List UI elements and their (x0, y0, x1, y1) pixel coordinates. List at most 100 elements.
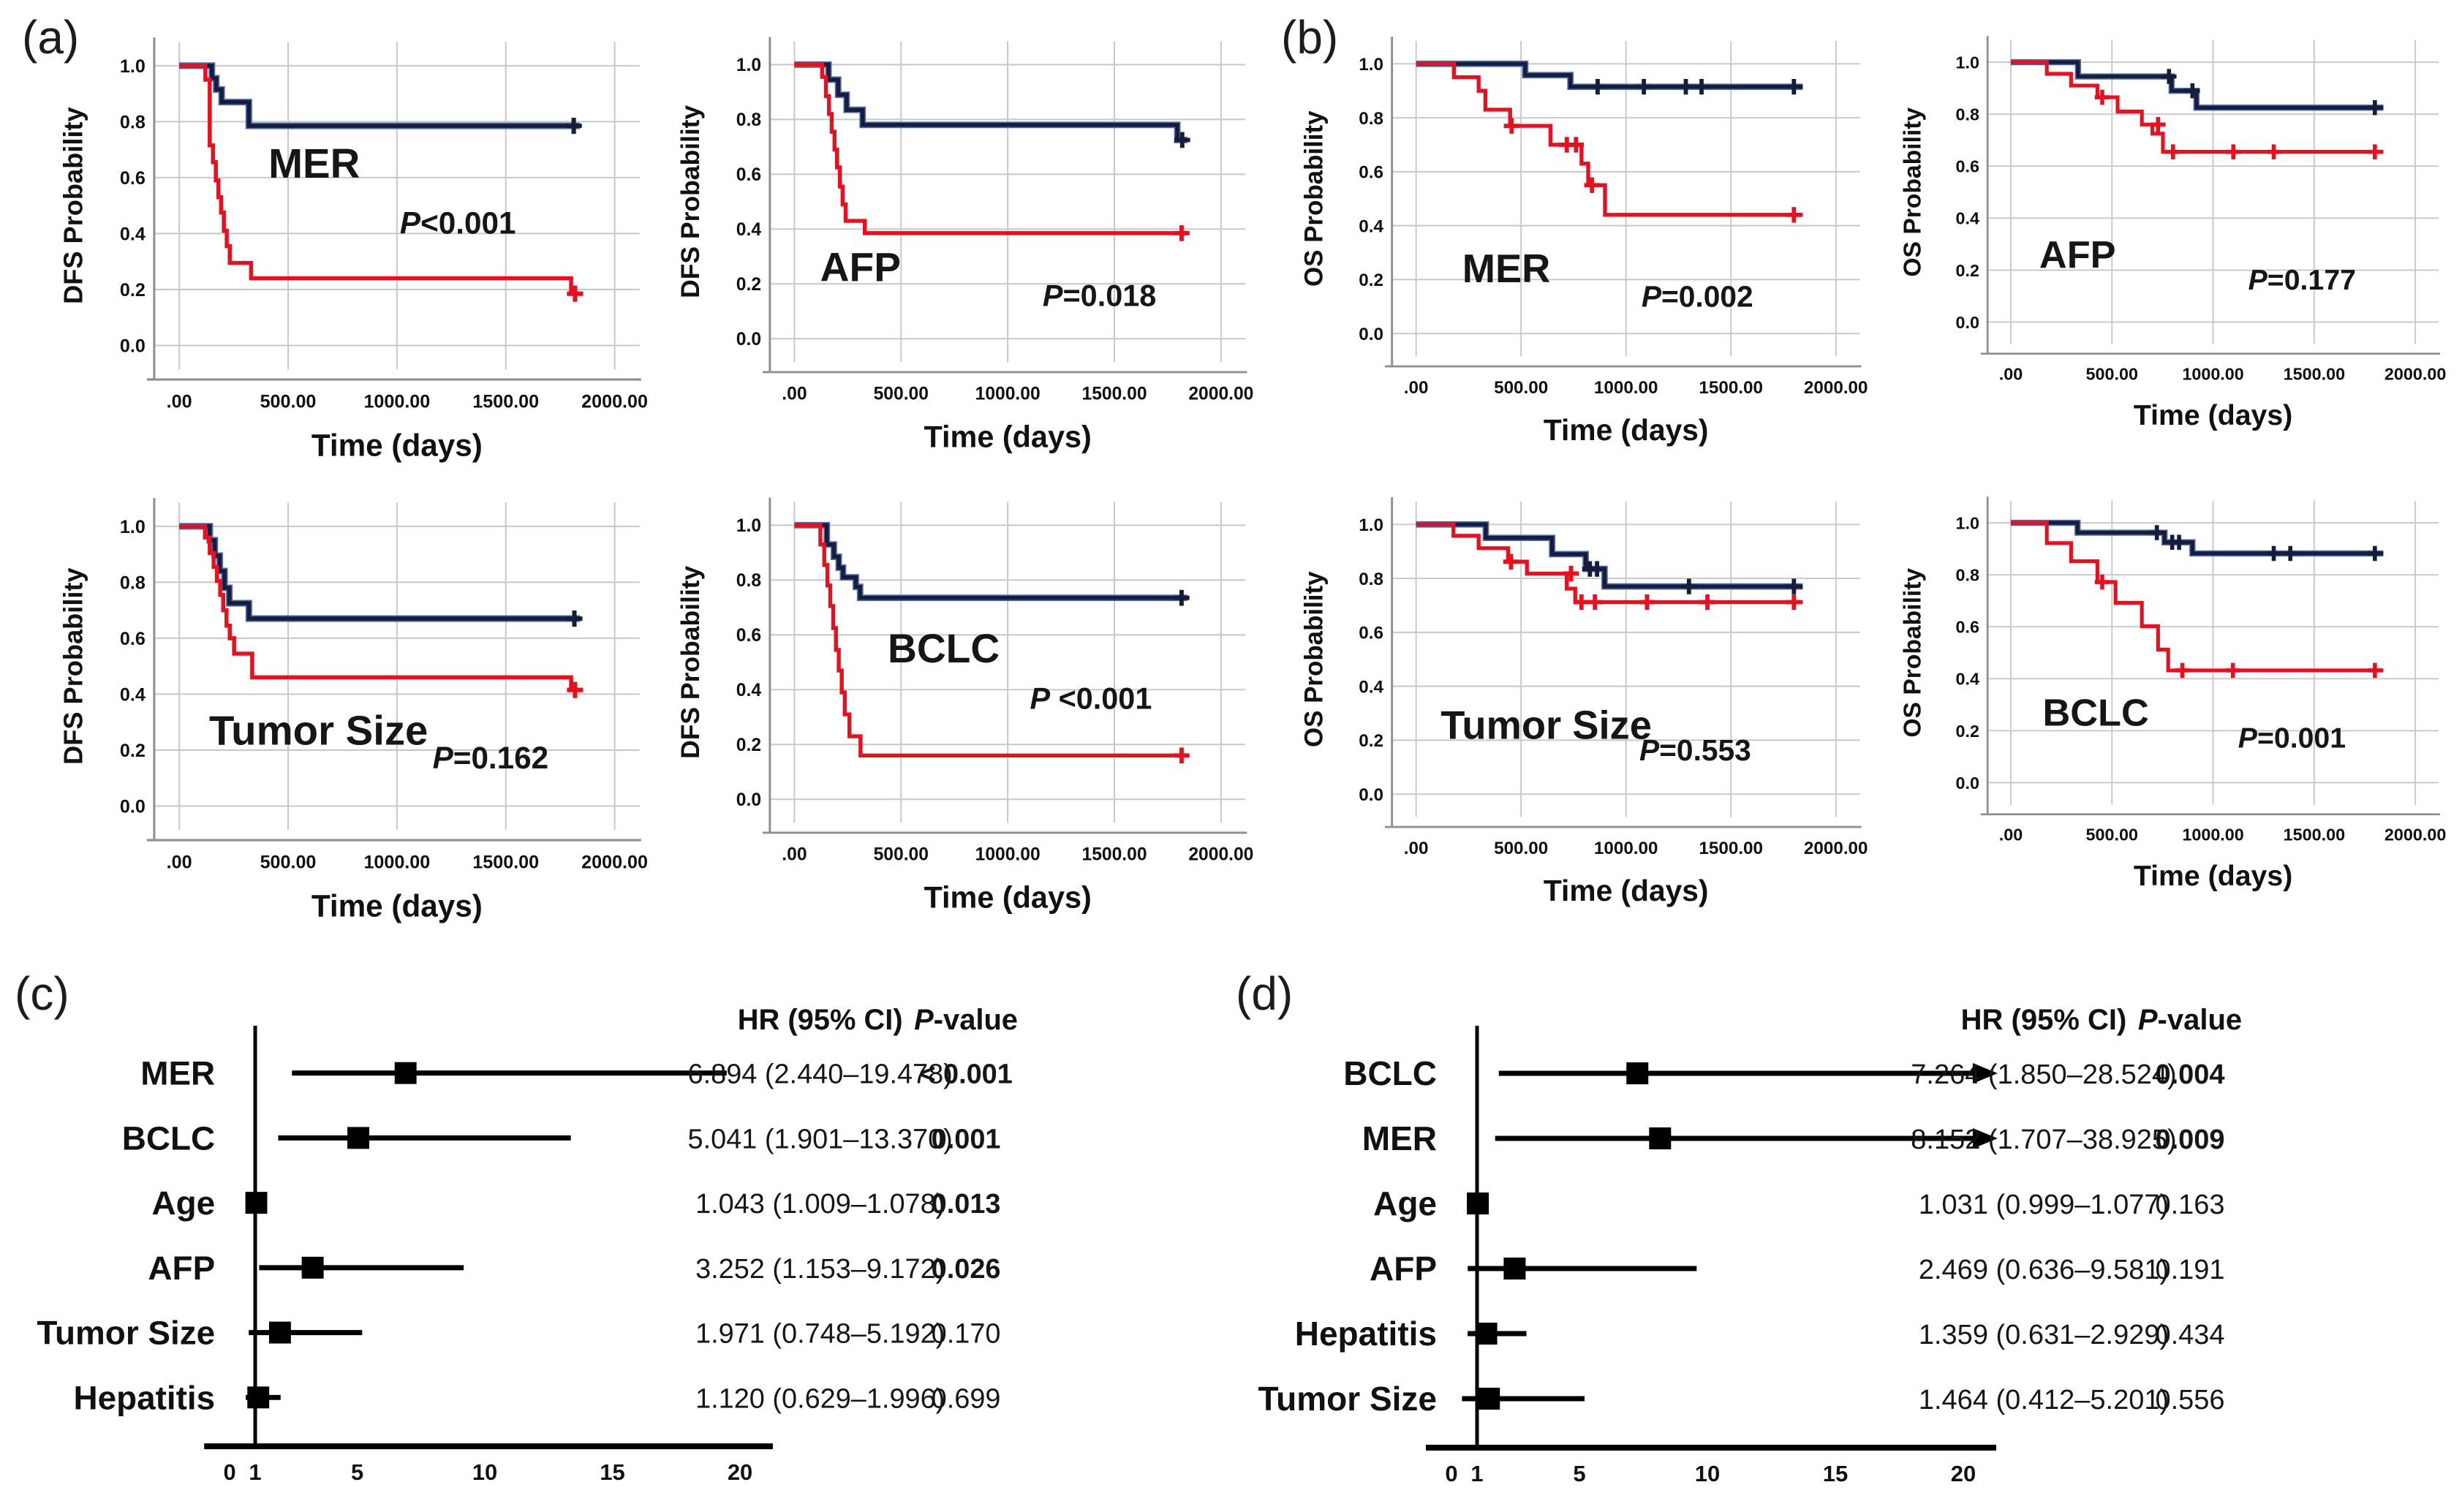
hr-point-marker (1503, 1258, 1526, 1279)
km-curve-red (794, 523, 1187, 757)
y-tick-label: 0.2 (120, 280, 146, 300)
x-axis-title: Time (days) (924, 420, 1092, 453)
x-tick-label: 1000.00 (363, 852, 430, 872)
km-chart-dfs-bclc: .00 500.00 1000.00 1500.00 2000.00 0.0 0.2 0.4 0… (676, 497, 1253, 914)
y-tick-label: 0.2 (736, 736, 761, 755)
y-tick-label: 0.8 (1359, 570, 1383, 589)
y-tick-label: 0.2 (1955, 722, 1979, 741)
km-p-value: P<0.001 (400, 205, 516, 240)
hr-ci-value: 1.120 (0.629–1.996) (695, 1383, 945, 1414)
km-chart-dfs-afp: .00 500.00 1000.00 1500.00 2000.00 0.0 0.2 0.4 0… (676, 37, 1253, 453)
x-tick-label: 1500.00 (1082, 384, 1147, 404)
row-label: Age (152, 1184, 216, 1222)
x-tick-label: 1 (249, 1459, 261, 1485)
y-tick-label: 1.0 (1359, 515, 1383, 535)
x-tick-label: 5 (1573, 1461, 1585, 1486)
panel-a-label: (a) (22, 11, 80, 64)
x-tick-label: 2000.00 (2384, 825, 2446, 844)
row-label: Hepatitis (74, 1378, 216, 1416)
km-curve-halo (794, 61, 1187, 143)
x-tick-label: 500.00 (260, 852, 317, 872)
p-value: 0.434 (2155, 1320, 2224, 1350)
y-tick-label: 0.0 (1359, 785, 1383, 805)
y-tick-label: 0.6 (120, 629, 146, 649)
x-tick-label: 1500.00 (472, 391, 539, 412)
row-label: AFP (148, 1249, 215, 1287)
km-group-label: AFP (820, 245, 901, 290)
x-tick-label: 20 (1951, 1461, 1976, 1486)
hr-ci-value: 5.041 (1.901–13.370) (688, 1124, 953, 1154)
y-tick-label: 0.8 (1955, 566, 1979, 585)
row-label: AFP (1370, 1250, 1437, 1288)
x-tick-label: 5 (351, 1459, 363, 1485)
p-value: 0.026 (932, 1254, 1001, 1285)
y-tick-label: 1.0 (736, 516, 761, 536)
y-tick-label: 0.0 (1359, 325, 1383, 344)
y-tick-label: 1.0 (120, 517, 146, 537)
y-tick-label: 0.0 (1955, 774, 1979, 793)
y-axis-title: DFS Probability (58, 107, 88, 304)
x-tick-label: 1000.00 (975, 384, 1041, 404)
y-axis-title: OS Probability (1300, 571, 1329, 747)
p-value: 0.163 (2155, 1190, 2224, 1220)
x-tick-label: 500.00 (2086, 364, 2138, 383)
hr-ci-value: 1.971 (0.748–5.192) (695, 1319, 945, 1350)
y-tick-label: 1.0 (1955, 53, 1979, 72)
x-tick-label: 2000.00 (581, 391, 648, 412)
x-tick-label: .00 (782, 844, 807, 864)
x-tick-label: .00 (1404, 839, 1429, 858)
y-tick-label: 0.0 (120, 797, 146, 817)
x-tick-label: 1000.00 (1594, 378, 1658, 398)
row-label: Hepatitis (1295, 1315, 1437, 1353)
x-tick-label: 1000.00 (975, 844, 1041, 864)
x-tick-label: 1500.00 (1082, 844, 1147, 864)
hr-ci-value: 8.152 (1.707–38.925) (1911, 1124, 2176, 1155)
y-tick-label: 0.2 (1359, 271, 1383, 290)
x-axis-title: Time (days) (1544, 413, 1709, 447)
km-p-value: P=0.162 (433, 741, 549, 775)
x-axis-title: Time (days) (924, 880, 1092, 914)
x-tick-label: 1500.00 (1699, 839, 1763, 858)
x-tick-label: .00 (167, 391, 192, 412)
km-chart-os-bclc: .00 500.00 1000.00 1500.00 2000.00 0.0 0.2 0.4 0… (1900, 496, 2446, 892)
y-tick-label: 0.0 (120, 336, 146, 357)
y-tick-label: 0.8 (736, 571, 761, 591)
x-axis-title: Time (days) (2134, 399, 2292, 431)
y-tick-label: 0.6 (736, 626, 761, 646)
y-axis-title: OS Probability (1900, 107, 1927, 277)
x-tick-label: 0 (224, 1459, 236, 1485)
y-tick-label: 0.6 (1359, 163, 1383, 183)
km-curve-navy (794, 523, 1187, 600)
ci-arrowhead (1973, 1063, 1998, 1084)
km-p-value: P=0.001 (2238, 722, 2346, 755)
row-label: BCLC (1343, 1054, 1437, 1092)
x-tick-label: 1000.00 (2182, 364, 2243, 383)
y-tick-label: 0.4 (1359, 216, 1383, 236)
hr-ci-value: 1.043 (1.009–1.078) (695, 1189, 945, 1220)
x-tick-label: 2000.00 (2384, 364, 2446, 383)
y-tick-label: 0.2 (1955, 261, 1979, 280)
km-group-label: MER (1462, 246, 1551, 291)
km-curve-halo (2010, 519, 2384, 557)
row-label: Age (1373, 1184, 1437, 1222)
hr-point-marker (394, 1062, 417, 1084)
hr-point-marker (1626, 1062, 1649, 1084)
p-value: 0.013 (932, 1189, 1001, 1220)
panel-c-label: (c) (15, 967, 69, 1020)
y-tick-label: 0.8 (120, 572, 146, 593)
p-value: 0.556 (2155, 1385, 2224, 1415)
km-p-value: P=0.553 (1639, 733, 1751, 767)
hr-point-marker (247, 1386, 270, 1409)
x-axis-title: Time (days) (1544, 874, 1709, 907)
km-curve-navy (179, 64, 580, 128)
row-label: MER (140, 1054, 215, 1092)
km-group-label: AFP (2039, 234, 2116, 276)
x-axis-title: Time (days) (311, 428, 483, 463)
x-axis-title: Time (days) (2134, 860, 2292, 892)
p-value: 0.191 (2155, 1255, 2224, 1285)
y-axis-title: DFS Probability (676, 105, 705, 298)
x-tick-label: 1000.00 (1594, 839, 1658, 858)
y-tick-label: 0.8 (120, 112, 146, 132)
